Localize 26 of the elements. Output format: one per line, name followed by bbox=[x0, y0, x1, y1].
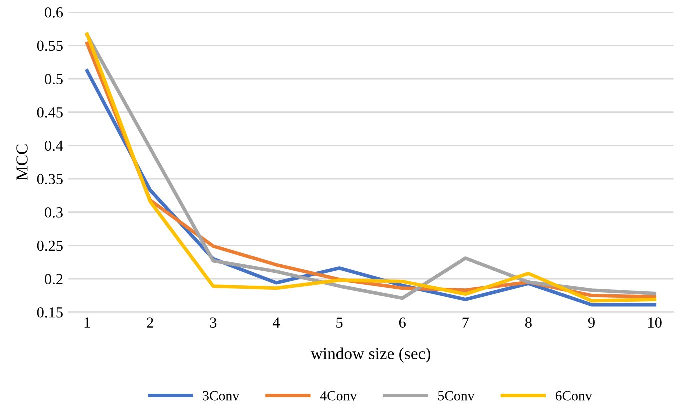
x-tick-label: 6 bbox=[399, 318, 406, 328]
y-tick-label: 0.35 bbox=[37, 174, 63, 185]
x-tick-label: 7 bbox=[462, 318, 470, 328]
x-tick-label: 2 bbox=[147, 318, 154, 328]
legend-label: 5Conv bbox=[438, 391, 475, 401]
x-tick-label: 10 bbox=[648, 318, 662, 328]
legend-label: 3Conv bbox=[203, 391, 240, 401]
x-tick-label: 5 bbox=[336, 318, 343, 328]
y-tick-label: 0.6 bbox=[45, 7, 64, 18]
y-tick-label: 0.5 bbox=[45, 74, 63, 85]
x-tick-label: 1 bbox=[84, 318, 90, 328]
legend-label: 4Conv bbox=[320, 391, 358, 401]
x-axis-title: window size (sec) bbox=[310, 348, 430, 363]
y-tick-label: 0.2 bbox=[45, 274, 63, 285]
x-tick-label: 9 bbox=[588, 318, 595, 328]
y-axis-title: MCC bbox=[16, 144, 28, 180]
y-tick-label: 0.25 bbox=[37, 240, 63, 252]
y-tick-label: 0.4 bbox=[45, 140, 64, 152]
legend-label: 6Conv bbox=[556, 391, 592, 401]
x-tick-label: 3 bbox=[210, 318, 217, 328]
x-tick-label: 4 bbox=[272, 318, 280, 328]
x-tick-label: 8 bbox=[525, 318, 532, 328]
y-tick-label: 0.15 bbox=[37, 308, 63, 318]
y-tick-label: 0.3 bbox=[45, 207, 63, 218]
y-tick-label: 0.45 bbox=[37, 107, 63, 118]
y-tick-label: 0.55 bbox=[37, 40, 63, 52]
